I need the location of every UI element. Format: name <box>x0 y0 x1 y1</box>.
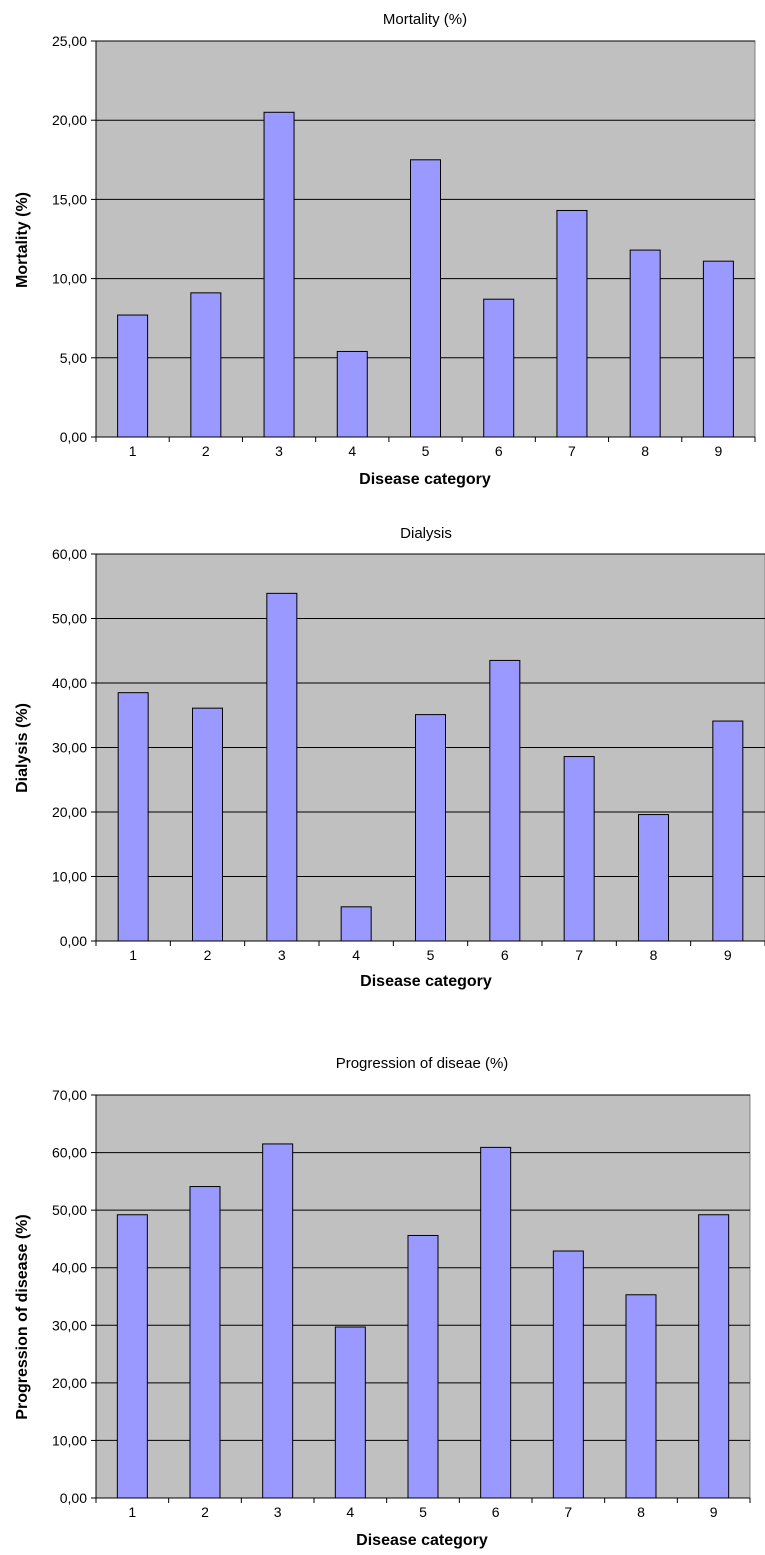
y-tick-label: 30,00 <box>52 740 87 756</box>
x-tick-label: 9 <box>714 443 722 459</box>
bar <box>190 292 222 438</box>
bar <box>262 1143 294 1499</box>
x-tick-label: 1 <box>129 947 137 963</box>
y-tick-label: 60,00 <box>52 1145 87 1161</box>
y-tick-label: 10,00 <box>52 869 87 885</box>
y-axis-label: Dialysis (%) <box>14 703 31 793</box>
x-tick-label: 3 <box>278 947 286 963</box>
x-tick-label: 9 <box>724 947 732 963</box>
bar <box>334 1326 366 1499</box>
x-tick-label: 5 <box>427 947 435 963</box>
x-tick-label: 3 <box>274 1504 282 1520</box>
x-tick-label: 4 <box>346 1504 354 1520</box>
y-tick-label: 10,00 <box>52 1432 87 1448</box>
y-tick-label: 10,00 <box>52 271 87 287</box>
plot-group: 0,00 10,00 20,00 30,00 40,00 50,00 60,00 70,00 1… <box>52 1087 751 1520</box>
progression-chart-svg: 0,00 10,00 20,00 30,00 40,00 50,00 60,00 70,00 1… <box>14 1055 751 1549</box>
bar <box>117 314 149 438</box>
x-tick-label: 6 <box>492 1504 500 1520</box>
x-tick-label: 2 <box>202 443 210 459</box>
y-tick-label: 50,00 <box>52 1202 87 1218</box>
dialysis-chart: 0,00 10,00 20,00 30,00 40,00 50,00 60,00 1 2 3 4 5 6… <box>0 512 765 1002</box>
bar <box>712 720 744 942</box>
x-tick-label: 7 <box>564 1504 572 1520</box>
bar <box>638 814 669 942</box>
y-tick-label: 0,00 <box>60 933 87 949</box>
bar <box>702 260 734 438</box>
bar <box>489 659 521 942</box>
bar <box>480 1146 512 1499</box>
y-tick-label: 0,00 <box>60 429 87 445</box>
x-tick-label: 4 <box>348 443 356 459</box>
bar <box>415 714 446 942</box>
bar <box>563 756 595 942</box>
x-tick-label: 7 <box>568 443 576 459</box>
y-tick-label: 20,00 <box>52 804 87 820</box>
x-tick-label: 2 <box>201 1504 209 1520</box>
y-tick-label: 40,00 <box>52 675 87 691</box>
y-tick-label: 20,00 <box>52 1375 87 1391</box>
dialysis-chart-svg: 0,00 10,00 20,00 30,00 40,00 50,00 60,00 1 2 3 4 5 6… <box>14 525 765 990</box>
mortality-chart: 0,00 5,00 10,00 15,00 20,00 25,00 1 2 3 4 5 6 7 8 9 Mo… <box>0 0 765 500</box>
bar <box>117 692 149 942</box>
y-tick-label: 5,00 <box>60 350 87 366</box>
mortality-chart-svg: 0,00 5,00 10,00 15,00 20,00 25,00 1 2 3 4 5 6 7 8 9 Mo… <box>14 11 756 488</box>
x-tick-label: 5 <box>422 443 430 459</box>
bar <box>410 159 441 438</box>
plot-group: 0,00 10,00 20,00 30,00 40,00 50,00 60,00 1 2 3 4 5 6… <box>52 546 765 963</box>
y-tick-label: 70,00 <box>52 1087 87 1103</box>
x-tick-label: 1 <box>129 443 137 459</box>
y-tick-label: 30,00 <box>52 1317 87 1333</box>
bar <box>340 906 372 942</box>
x-tick-label: 1 <box>128 1504 136 1520</box>
y-axis-label: Progression of disease (%) <box>14 1214 31 1419</box>
x-tick-label: 9 <box>710 1504 718 1520</box>
x-tick-label: 3 <box>275 443 283 459</box>
x-tick-label: 8 <box>650 947 658 963</box>
bar <box>552 1250 584 1499</box>
bar <box>116 1214 148 1499</box>
x-tick-label: 2 <box>204 947 212 963</box>
x-tick-label: 8 <box>637 1504 645 1520</box>
plot-group: 0,00 5,00 10,00 15,00 20,00 25,00 1 2 3 4 5 6 7 8 9 <box>52 33 756 459</box>
y-tick-label: 20,00 <box>52 112 87 128</box>
y-tick-label: 15,00 <box>52 191 87 207</box>
bar <box>336 350 368 438</box>
y-tick-label: 0,00 <box>60 1490 87 1506</box>
x-tick-label: 7 <box>575 947 583 963</box>
x-axis-label: Disease category <box>356 1532 488 1549</box>
x-tick-label: 5 <box>419 1504 427 1520</box>
x-tick-label: 8 <box>641 443 649 459</box>
chart-title: Mortality (%) <box>383 11 467 28</box>
x-tick-label: 6 <box>501 947 509 963</box>
bar <box>629 249 661 438</box>
y-tick-label: 50,00 <box>52 611 87 627</box>
x-axis-label: Disease category <box>359 471 491 488</box>
chart-title: Progression of diseae (%) <box>336 1055 509 1072</box>
progression-chart: 0,00 10,00 20,00 30,00 40,00 50,00 60,00 70,00 1… <box>0 1040 765 1555</box>
y-tick-label: 40,00 <box>52 1260 87 1276</box>
bar <box>192 707 223 942</box>
bar <box>189 1186 221 1499</box>
x-tick-label: 4 <box>352 947 360 963</box>
x-tick-label: 6 <box>495 443 503 459</box>
bar <box>263 111 295 438</box>
bar <box>698 1214 730 1499</box>
bar <box>556 209 588 438</box>
chart-title: Dialysis <box>400 525 452 542</box>
x-axis-label: Disease category <box>360 973 492 990</box>
bar <box>483 298 515 438</box>
y-axis-label: Mortality (%) <box>14 192 31 288</box>
bar <box>625 1294 657 1499</box>
y-tick-label: 25,00 <box>52 33 87 49</box>
bar <box>407 1234 439 1499</box>
bar <box>266 592 298 942</box>
y-tick-label: 60,00 <box>52 546 87 562</box>
